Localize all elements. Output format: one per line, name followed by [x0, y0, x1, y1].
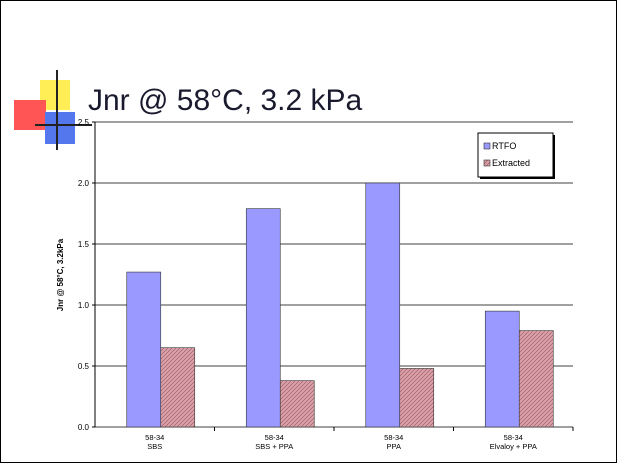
chart-title: Jnr @ 58°C, 3.2 kPa [88, 84, 363, 117]
bar [485, 311, 519, 427]
x-tick-label: PPA [387, 442, 401, 451]
legend-swatch [484, 143, 490, 149]
legend-box [478, 133, 553, 177]
x-tick-label: 58-34 [504, 433, 523, 442]
legend-label: RTFO [492, 141, 516, 151]
y-axis-label: Jnr @ 58°C, 3.2kPa [56, 238, 65, 311]
y-tick-label: 1.5 [78, 240, 90, 249]
x-tick-label: 58-34 [384, 433, 403, 442]
y-tick-label: 0.0 [78, 423, 90, 432]
y-tick-label: 2.5 [78, 118, 90, 127]
deco-square [45, 112, 75, 144]
x-tick-label: 58-34 [265, 433, 284, 442]
bar [366, 183, 400, 427]
slide: Jnr @ 58°C, 3.2 kPa Jnr @ 58°C, 3.2kPa 0… [0, 0, 617, 463]
legend-swatch [484, 160, 490, 166]
bar [519, 331, 553, 427]
y-tick-label: 0.5 [78, 362, 90, 371]
x-tick-label: 58-34 [145, 433, 164, 442]
x-tick-label: Elvaloy + PPA [490, 442, 537, 451]
bar [280, 381, 314, 427]
bar [127, 272, 161, 427]
bar [246, 209, 280, 427]
y-tick-label: 1.0 [78, 301, 90, 310]
legend-label: Extracted [492, 158, 530, 168]
x-tick-label: SBS + PPA [255, 442, 293, 451]
bar [161, 348, 195, 427]
x-tick-label: SBS [147, 442, 162, 451]
y-tick-label: 2.0 [78, 179, 90, 188]
bar [400, 368, 434, 427]
